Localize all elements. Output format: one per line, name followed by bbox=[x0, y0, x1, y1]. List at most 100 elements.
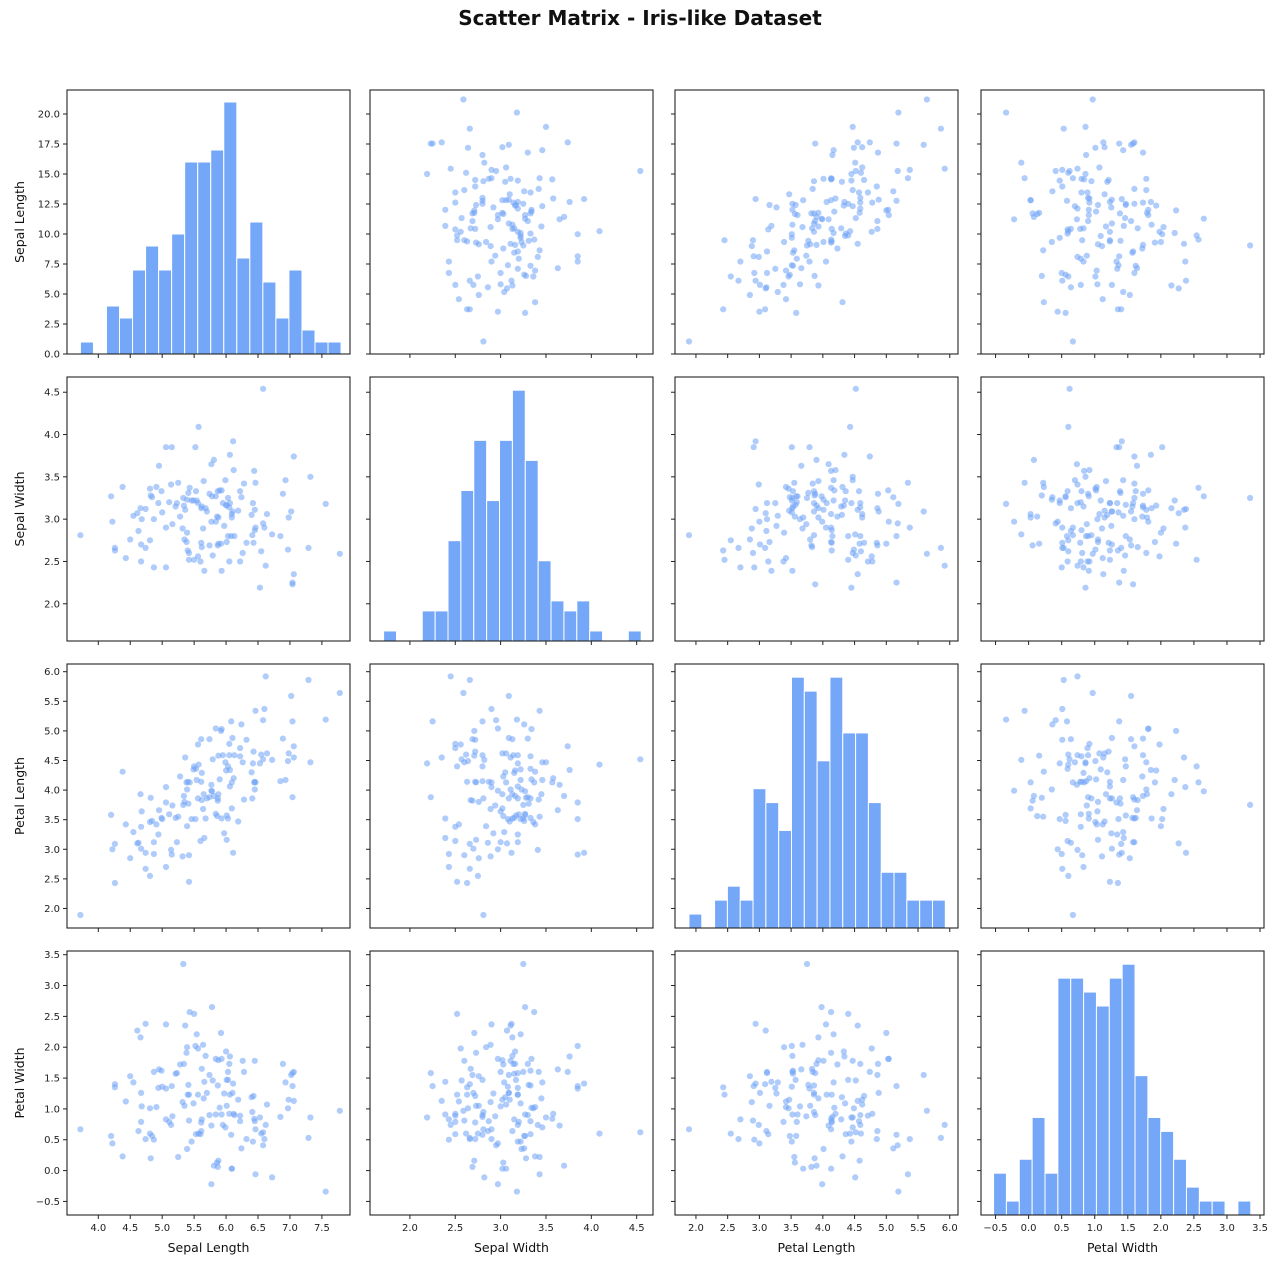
data-point bbox=[752, 1020, 759, 1027]
data-point bbox=[748, 1099, 755, 1106]
data-point bbox=[1036, 752, 1043, 759]
data-point bbox=[820, 1145, 827, 1153]
data-point bbox=[289, 579, 296, 586]
data-point bbox=[750, 253, 757, 260]
data-point bbox=[517, 1031, 524, 1038]
axes-frame bbox=[66, 663, 351, 929]
data-point bbox=[895, 500, 902, 507]
data-point bbox=[168, 846, 175, 854]
data-point bbox=[857, 533, 864, 540]
data-point bbox=[135, 1128, 142, 1135]
data-point bbox=[502, 178, 509, 185]
data-point bbox=[810, 178, 818, 185]
data-point bbox=[1116, 210, 1123, 217]
data-point bbox=[1120, 288, 1127, 296]
data-point bbox=[848, 1138, 855, 1145]
data-point bbox=[269, 531, 276, 538]
data-point bbox=[429, 718, 436, 725]
data-point bbox=[186, 779, 193, 786]
data-point bbox=[208, 788, 216, 795]
data-point bbox=[490, 830, 497, 837]
histogram-bar bbox=[262, 281, 277, 354]
data-point bbox=[1114, 547, 1121, 554]
data-point bbox=[150, 839, 157, 846]
data-point bbox=[536, 1153, 543, 1161]
data-point bbox=[507, 1022, 514, 1029]
data-point bbox=[185, 556, 193, 563]
data-point bbox=[848, 500, 855, 507]
data-point bbox=[202, 1052, 209, 1059]
data-point bbox=[305, 676, 312, 684]
data-point bbox=[937, 544, 945, 552]
data-point bbox=[1131, 185, 1138, 192]
data-point bbox=[1066, 756, 1073, 763]
data-point bbox=[1122, 763, 1129, 770]
data-point bbox=[127, 536, 134, 543]
data-point bbox=[1079, 237, 1086, 244]
data-point bbox=[550, 195, 557, 202]
data-point bbox=[514, 265, 521, 272]
data-point bbox=[226, 766, 233, 774]
data-point bbox=[536, 175, 543, 182]
data-point bbox=[841, 198, 848, 206]
data-point bbox=[755, 1121, 762, 1128]
data-point bbox=[237, 488, 244, 495]
data-point bbox=[488, 175, 495, 182]
data-point bbox=[464, 758, 472, 765]
data-point bbox=[146, 485, 154, 492]
data-point bbox=[1156, 228, 1163, 235]
data-point bbox=[1094, 836, 1102, 843]
data-point bbox=[1108, 220, 1115, 227]
histogram-bar bbox=[829, 676, 844, 928]
data-point bbox=[460, 96, 467, 103]
data-point bbox=[752, 196, 759, 203]
data-point bbox=[168, 851, 175, 858]
data-point bbox=[1094, 201, 1102, 209]
histogram-bar bbox=[739, 899, 754, 928]
panel-sepal-length-vs-sepal-width bbox=[366, 89, 654, 358]
data-point bbox=[1085, 206, 1092, 213]
data-point bbox=[894, 167, 901, 175]
data-point bbox=[1092, 758, 1099, 765]
y-tick-label: 2.0 bbox=[44, 599, 60, 610]
data-point bbox=[581, 1080, 588, 1087]
data-point bbox=[470, 281, 477, 288]
x-tick-label: 2.0 bbox=[688, 1223, 704, 1234]
data-point bbox=[168, 481, 175, 488]
data-point bbox=[1134, 225, 1141, 232]
data-point bbox=[175, 813, 182, 820]
data-point bbox=[1171, 229, 1178, 237]
data-point bbox=[263, 510, 271, 518]
data-point bbox=[800, 197, 807, 204]
data-point bbox=[142, 1020, 149, 1027]
data-point bbox=[524, 735, 531, 742]
data-point bbox=[514, 795, 521, 802]
histogram-bar bbox=[1134, 1075, 1149, 1215]
data-point bbox=[798, 462, 805, 469]
data-point bbox=[574, 253, 581, 260]
data-point bbox=[209, 756, 216, 763]
data-point bbox=[751, 564, 758, 571]
data-point bbox=[1101, 818, 1108, 825]
data-point bbox=[467, 225, 474, 232]
data-point bbox=[289, 794, 296, 801]
data-point bbox=[472, 778, 479, 785]
data-point bbox=[1122, 756, 1129, 763]
data-point bbox=[805, 1081, 812, 1088]
data-point bbox=[455, 296, 462, 303]
data-point bbox=[206, 1071, 213, 1079]
data-point bbox=[509, 1034, 516, 1041]
data-point bbox=[564, 743, 571, 750]
data-point bbox=[873, 183, 880, 190]
data-point bbox=[1083, 151, 1090, 159]
data-point bbox=[566, 766, 573, 774]
data-point bbox=[752, 438, 759, 445]
data-point bbox=[822, 524, 830, 531]
x-tick-label: 4.5 bbox=[122, 1223, 138, 1234]
histogram-bar bbox=[714, 899, 728, 928]
data-point bbox=[198, 1065, 205, 1072]
data-point bbox=[497, 1103, 504, 1110]
data-point bbox=[1029, 542, 1036, 549]
